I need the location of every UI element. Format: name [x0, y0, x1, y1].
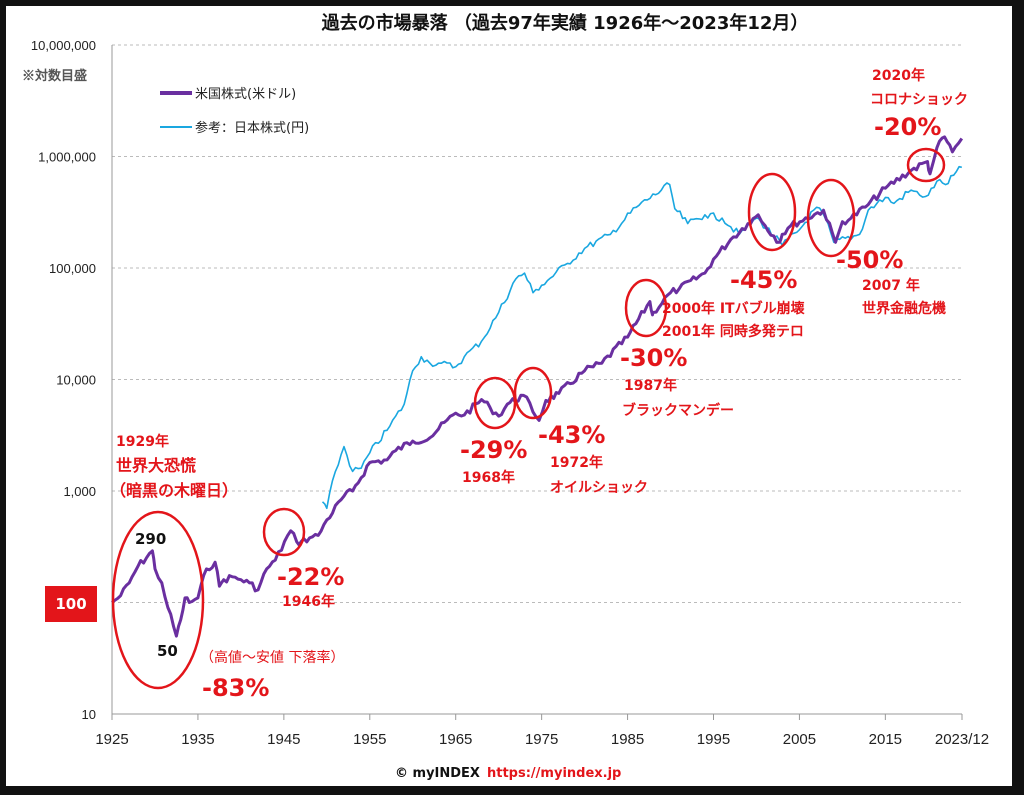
- oil-year: 1972年: [550, 454, 603, 471]
- log-scale-note: ※対数目盛: [22, 68, 87, 83]
- black-monday-name: ブラックマンデー: [622, 402, 734, 419]
- crash-highlight-ellipse: [624, 278, 668, 338]
- trough-label: 50: [157, 642, 178, 660]
- crash-highlight-ellipse: [111, 510, 205, 690]
- base-100-label: 100: [55, 595, 86, 613]
- x-tick-label: 1945: [267, 731, 300, 748]
- x-tick-label: 1925: [95, 731, 128, 748]
- x-tick-label: 2023/12: [935, 731, 989, 748]
- base-100-box: [45, 586, 97, 622]
- black-monday-year: 1987年: [624, 377, 677, 394]
- depression-drop: -83%: [202, 674, 269, 702]
- x-tick-label: 1955: [353, 731, 386, 748]
- dotcom-drop: -45%: [730, 266, 797, 294]
- gfc-year: 2007 年: [862, 277, 920, 294]
- y1968-year: 1968年: [462, 469, 515, 486]
- covid-drop: -20%: [874, 113, 941, 141]
- japan-stock-line: [321, 165, 962, 510]
- x-tick-label: 1985: [611, 731, 644, 748]
- depression-name: 世界大恐慌: [116, 456, 196, 475]
- covid-name: コロナショック: [870, 92, 968, 108]
- legend-label-us: 米国株式(米ドル): [195, 87, 296, 102]
- y-tick-label: 1,000: [63, 484, 96, 499]
- chart-panel: [6, 6, 1012, 786]
- x-tick-label: 1965: [439, 731, 472, 748]
- depression-note: （高値～安値 下落率）: [200, 649, 344, 666]
- dotcom-line2: 2001年 同時多発テロ: [662, 323, 804, 340]
- black-monday-drop: -30%: [620, 344, 687, 372]
- crash-highlight-ellipse: [262, 507, 306, 557]
- chart-title: 過去の市場暴落 （過去97年実績 1926年～2023年12月）: [322, 12, 809, 34]
- covid-year: 2020年: [872, 67, 925, 84]
- dotcom-line1: 2000年 ITバブル崩壊: [662, 300, 806, 317]
- x-tick-label: 1975: [525, 731, 558, 748]
- y1968-drop: -29%: [460, 436, 527, 464]
- oil-drop: -43%: [538, 421, 605, 449]
- depression-sub: （暗黒の木曜日）: [110, 481, 238, 500]
- y-tick-label: 10,000,000: [31, 38, 96, 53]
- peak-label: 290: [135, 530, 166, 548]
- x-tick-label: 2005: [783, 731, 816, 748]
- x-tick-label: 2015: [869, 731, 902, 748]
- gfc-name: 世界金融危機: [862, 300, 946, 317]
- crash-highlight-ellipse: [906, 147, 946, 183]
- y-tick-label: 10: [82, 707, 96, 722]
- crash-highlight-ellipse: [747, 172, 797, 252]
- crash-highlight-ellipse: [806, 178, 856, 258]
- y-tick-label: 10,000: [56, 373, 96, 388]
- us-stock-line: [111, 135, 964, 638]
- crash-highlight-ellipse: [513, 366, 553, 420]
- y-tick-label: 1,000,000: [38, 150, 96, 165]
- footer-url[interactable]: https://myindex.jp: [487, 766, 621, 781]
- legend-label-japan: 参考：日本株式(円): [195, 120, 309, 136]
- y-tick-label: 100,000: [49, 261, 96, 276]
- y1946-year: 1946年: [282, 593, 335, 610]
- y1946-drop: -22%: [277, 563, 344, 591]
- oil-name: オイルショック: [550, 480, 648, 496]
- footer-copyright: © myINDEX: [395, 766, 480, 781]
- crash-highlight-ellipse: [473, 376, 517, 430]
- gfc-drop: -50%: [836, 246, 903, 274]
- x-tick-label: 1995: [697, 731, 730, 748]
- x-tick-label: 1935: [181, 731, 214, 748]
- depression-year: 1929年: [116, 433, 169, 450]
